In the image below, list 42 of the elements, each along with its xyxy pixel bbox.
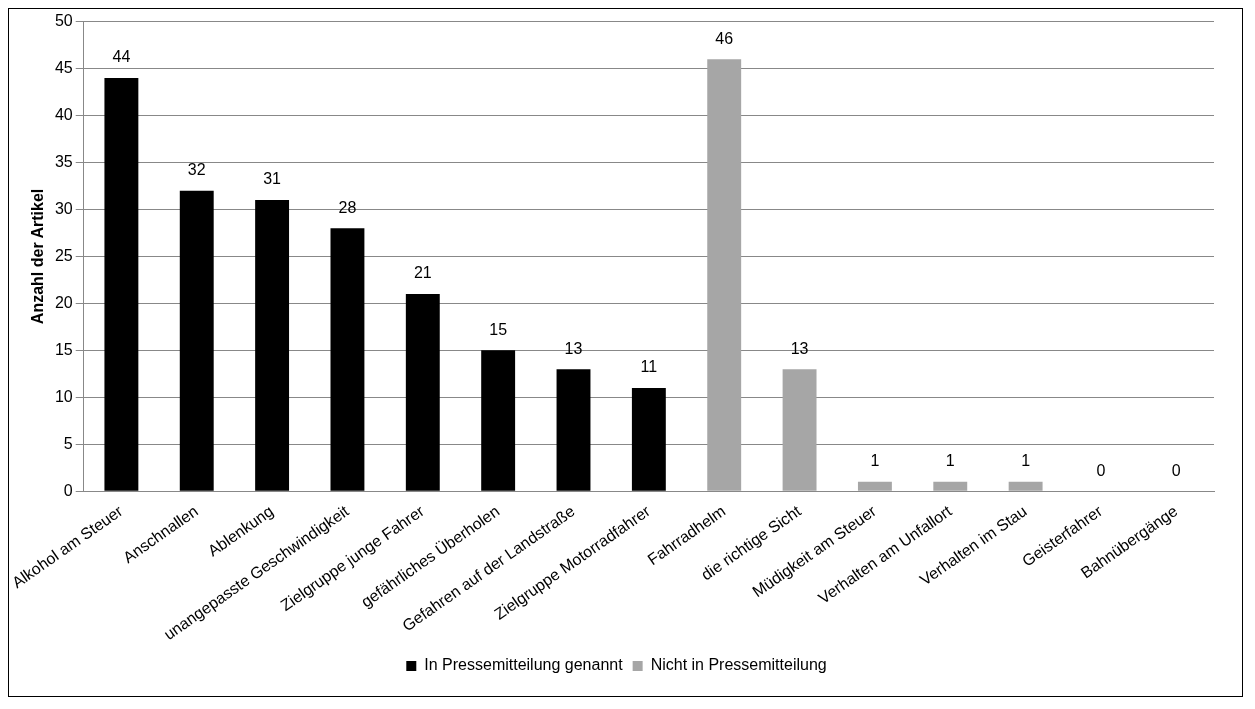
y-tick-label: 35: [54, 152, 73, 170]
legend-label: Nicht in Pressemitteilung: [650, 656, 827, 674]
bar: [405, 293, 440, 491]
bar: [556, 369, 591, 491]
data-label: 1: [1021, 452, 1031, 470]
y-axis-title: Anzahl der Artikel: [28, 188, 46, 325]
data-label: 46: [715, 29, 734, 47]
data-label: 0: [1096, 461, 1106, 479]
y-tick-label: 10: [54, 387, 73, 405]
y-tick-label: 15: [54, 340, 73, 358]
data-label: 21: [413, 264, 432, 282]
bar: [1008, 481, 1043, 491]
y-tick-label: 30: [54, 199, 73, 217]
y-tick-label: 0: [63, 481, 73, 499]
data-label: 1: [945, 452, 955, 470]
data-label: 28: [338, 198, 357, 216]
data-label: 11: [640, 358, 658, 376]
y-tick-label: 20: [54, 293, 73, 311]
bar: [255, 200, 290, 491]
bar: [857, 481, 892, 491]
bar: [707, 59, 742, 491]
data-label: 31: [263, 170, 282, 188]
data-label: 32: [187, 161, 206, 179]
y-tick-label: 5: [63, 434, 73, 452]
y-tick-label: 40: [54, 105, 73, 123]
y-tick-label: 50: [54, 12, 73, 30]
bar: [481, 350, 516, 491]
bar: [330, 228, 365, 491]
data-label: 13: [790, 339, 809, 357]
data-label: 15: [489, 320, 508, 338]
legend-label: In Pressemitteilung genannt: [424, 656, 624, 674]
data-label: 0: [1171, 461, 1181, 479]
bar: [179, 190, 214, 491]
bar: [933, 481, 968, 491]
y-tick-label: 45: [54, 58, 73, 76]
data-label: 13: [564, 339, 583, 357]
bar: [104, 77, 139, 491]
bar: [782, 369, 817, 491]
y-tick-label: 25: [54, 246, 73, 264]
bar: [631, 387, 666, 491]
data-label: 1: [870, 452, 880, 470]
data-label: 44: [112, 48, 131, 66]
